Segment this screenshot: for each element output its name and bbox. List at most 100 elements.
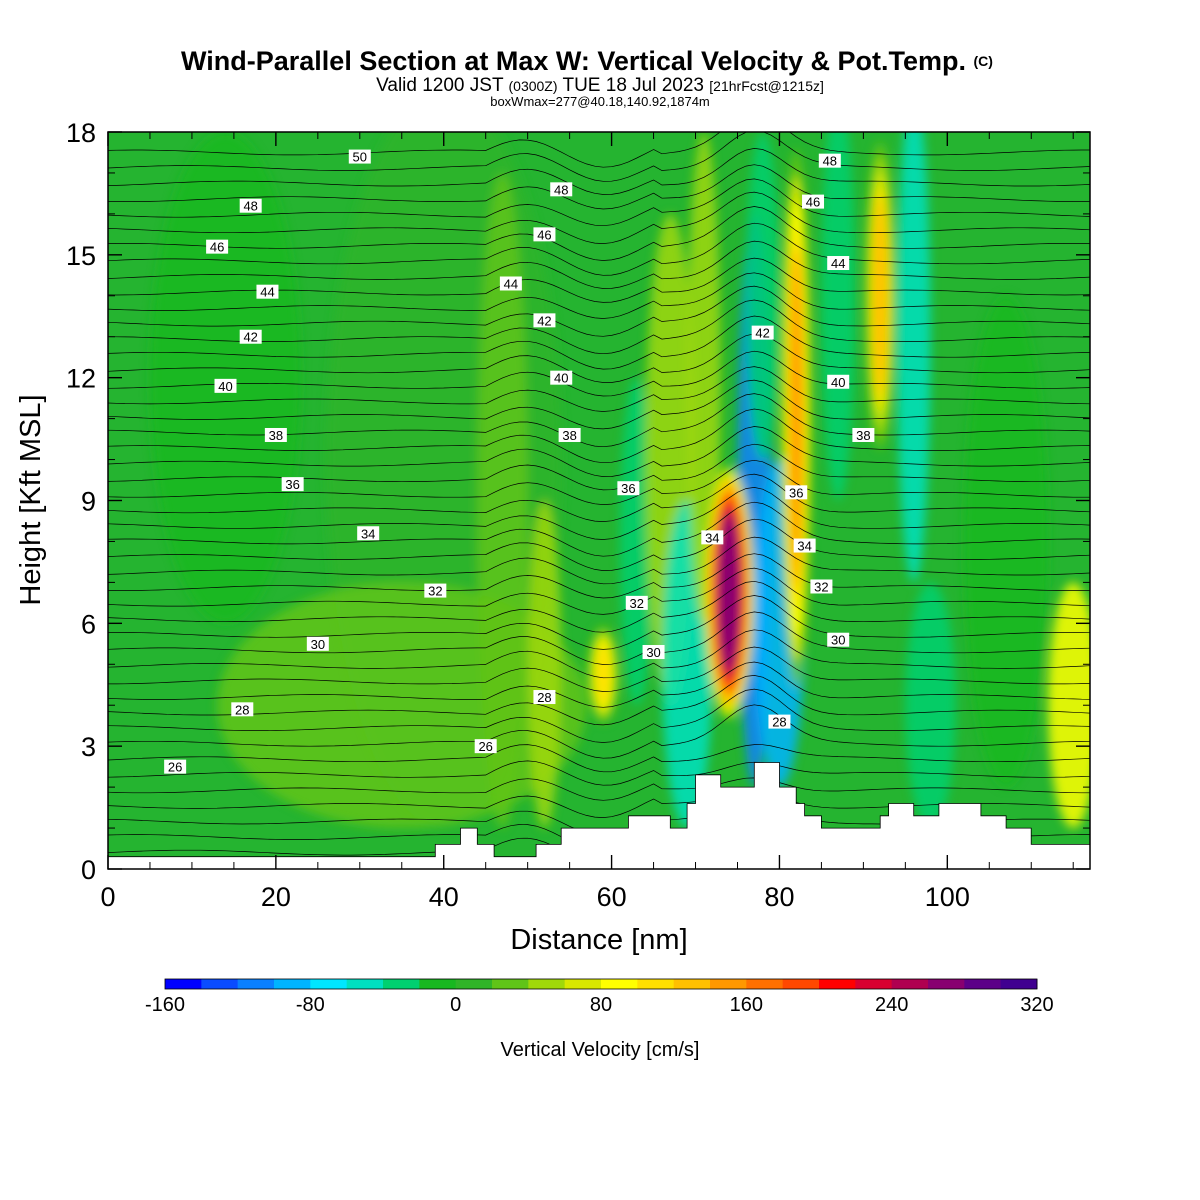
subtitle-fcst: [21hrFcst@1215z] — [709, 78, 824, 94]
svg-text:34: 34 — [705, 530, 719, 545]
chart-subtitle: Valid 1200 JST (0300Z) TUE 18 Jul 2023 [… — [376, 75, 824, 96]
colorbar-swatch — [637, 979, 675, 989]
theta-contour — [108, 459, 1090, 505]
svg-text:50: 50 — [353, 150, 367, 165]
theta-contour — [108, 611, 1090, 665]
theta-label: 28 — [768, 714, 791, 730]
colorbar-swatch — [1000, 979, 1038, 989]
svg-text:40: 40 — [831, 375, 845, 390]
theta-contour — [108, 240, 1090, 289]
svg-text:40: 40 — [554, 371, 568, 386]
svg-text:46: 46 — [537, 227, 551, 242]
theta-label: 34 — [701, 530, 724, 545]
velocity-band — [905, 582, 956, 829]
colorbar-swatch — [201, 979, 239, 989]
colorbar-swatch — [383, 979, 420, 989]
updraft-core — [596, 643, 610, 706]
svg-text:26: 26 — [478, 739, 492, 754]
theta-label: 40 — [550, 370, 573, 386]
colorbar-swatch — [165, 979, 202, 989]
svg-text:46: 46 — [806, 195, 820, 210]
theta-label: 30 — [306, 636, 329, 652]
theta-label: 38 — [558, 427, 581, 443]
copyright-mark: (C) — [974, 53, 993, 69]
theta-contour — [108, 688, 1090, 743]
theta-label: 36 — [785, 485, 808, 500]
theta-contour — [108, 132, 1090, 182]
theta-contour — [108, 350, 1090, 397]
svg-text:30: 30 — [311, 637, 325, 652]
terrain — [108, 762, 1090, 869]
x-tick-label: 80 — [764, 882, 794, 912]
colorbar: -160 -80 0 80 160 240 320 — [145, 978, 1054, 1016]
theta-label: 26 — [164, 759, 187, 775]
theta-label: 50 — [348, 149, 371, 165]
theta-contour — [108, 164, 1090, 210]
theta-label: 26 — [474, 739, 497, 754]
theta-label: 42 — [533, 313, 556, 328]
svg-text:30: 30 — [831, 633, 845, 648]
svg-text:42: 42 — [537, 313, 551, 328]
svg-text:34: 34 — [361, 526, 375, 541]
svg-text:34: 34 — [797, 539, 811, 554]
colorbar-tick-label: 0 — [450, 994, 461, 1016]
svg-text:36: 36 — [789, 485, 803, 500]
subtitle-valid: Valid 1200 JST — [376, 75, 504, 96]
theta-contour — [108, 580, 1090, 633]
theta-contour — [108, 132, 1090, 168]
theta-contour — [108, 222, 1090, 276]
theta-contour — [108, 661, 1090, 708]
colorbar-swatch — [455, 979, 493, 989]
theta-label: 32 — [424, 583, 447, 599]
velocity-band — [149, 132, 302, 624]
theta-contour — [108, 501, 1090, 557]
theta-contours — [108, 132, 1090, 867]
box-wmax-note: boxWmax=277@40.18,140.92,1874m — [490, 94, 710, 109]
theta-contour — [108, 518, 1090, 571]
theta-contour — [108, 777, 1090, 801]
theta-label: 40 — [827, 374, 850, 390]
theta-label: 46 — [802, 194, 825, 210]
theta-contour — [108, 148, 1090, 195]
svg-text:40: 40 — [218, 379, 232, 394]
theta-contour — [108, 487, 1090, 540]
svg-text:38: 38 — [856, 428, 870, 443]
colorbar-swatch — [564, 979, 602, 989]
chart-title-text: Wind-Parallel Section at Max W: Vertical… — [181, 46, 966, 76]
colorbar-swatch — [419, 979, 457, 989]
colorbar-frame — [164, 978, 1038, 990]
svg-text:48: 48 — [243, 199, 257, 214]
chart-title: Wind-Parallel Section at Max W: Vertical… — [181, 46, 993, 76]
theta-contour — [108, 646, 1090, 692]
theta-contour — [108, 675, 1090, 726]
theta-contour — [108, 443, 1090, 491]
theta-label: 44 — [256, 284, 279, 300]
theta-contour — [108, 536, 1090, 585]
theta-contour — [108, 744, 1090, 773]
colorbar-swatch — [601, 979, 638, 989]
theta-label: 38 — [264, 427, 287, 443]
colorbar-swatch — [928, 979, 965, 989]
theta-label: 32 — [625, 595, 648, 611]
theta-contour — [108, 760, 1090, 786]
svg-text:42: 42 — [755, 326, 769, 341]
velocity-band — [745, 132, 780, 460]
colorbar-label: Vertical Velocity [cm/s] — [501, 1039, 700, 1061]
colorbar-swatch — [710, 979, 747, 989]
theta-contour — [108, 704, 1090, 759]
x-tick-label: 40 — [429, 882, 459, 912]
theta-contour — [108, 315, 1090, 370]
theta-contour — [108, 366, 1090, 412]
velocity-band — [896, 132, 931, 583]
theta-label: 36 — [617, 481, 640, 496]
theta-label: 28 — [533, 690, 556, 705]
theta-label: 36 — [281, 477, 304, 492]
theta-label: 30 — [642, 644, 665, 660]
theta-contour — [108, 567, 1090, 615]
theta-label: 34 — [357, 526, 380, 541]
svg-text:38: 38 — [562, 428, 576, 443]
colorbar-swatch — [310, 979, 348, 989]
theta-label: 42 — [239, 329, 262, 345]
